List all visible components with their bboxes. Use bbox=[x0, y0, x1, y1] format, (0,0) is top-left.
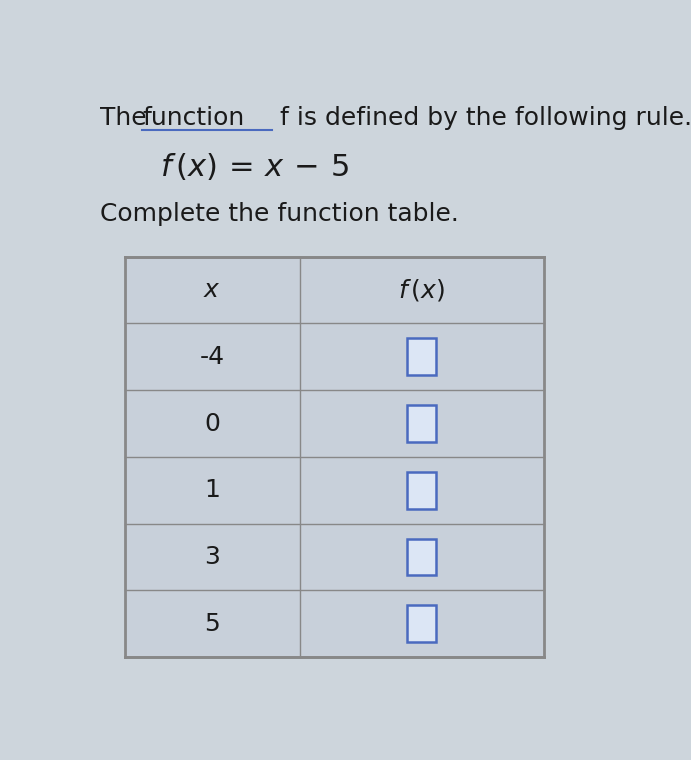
Text: 1: 1 bbox=[205, 478, 220, 502]
FancyBboxPatch shape bbox=[407, 606, 436, 642]
Text: -4: -4 bbox=[200, 345, 225, 369]
FancyBboxPatch shape bbox=[407, 539, 436, 575]
Text: $\mathit{f}\,\mathit{(x)}\,=\,\mathit{x}\,-\,5$: $\mathit{f}\,\mathit{(x)}\,=\,\mathit{x}… bbox=[160, 151, 349, 182]
FancyBboxPatch shape bbox=[407, 405, 436, 442]
Text: function: function bbox=[142, 106, 245, 130]
FancyBboxPatch shape bbox=[407, 338, 436, 375]
Text: $\mathit{f}\,\mathit{(x)}$: $\mathit{f}\,\mathit{(x)}$ bbox=[398, 277, 445, 303]
FancyBboxPatch shape bbox=[407, 472, 436, 508]
Text: $\mathit{x}$: $\mathit{x}$ bbox=[203, 278, 221, 302]
Text: 5: 5 bbox=[205, 612, 220, 636]
Text: 0: 0 bbox=[205, 412, 220, 435]
Bar bbox=[125, 257, 544, 657]
Text: f is defined by the following rule.: f is defined by the following rule. bbox=[272, 106, 691, 130]
Text: Complete the function table.: Complete the function table. bbox=[100, 202, 460, 226]
Text: 3: 3 bbox=[205, 545, 220, 569]
Text: The: The bbox=[100, 106, 155, 130]
